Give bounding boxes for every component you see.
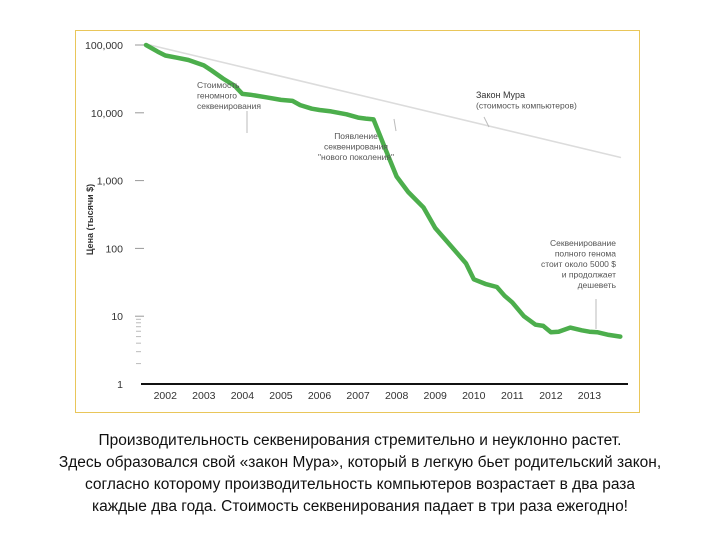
annotation-2-line-1: секвенирования	[324, 142, 388, 152]
caption-line-2: Здесь образовался свой «закон Мура», кот…	[58, 454, 662, 471]
caption-line-1: Производительность секвенирования стреми…	[98, 432, 622, 449]
annotation-0-line-1: геномного	[197, 91, 237, 101]
annotation-1-line-1: (стоимость компьютеров)	[476, 101, 577, 111]
y-tick-label-0: 100,000	[85, 40, 123, 52]
price-chart: Цена (тысячи $) 100,000 10,000 1,000 100 10 1 2…	[85, 40, 628, 402]
x-tick-label-2009: 2009	[424, 390, 448, 402]
annotation-0-line-0: Стоимость	[197, 80, 240, 90]
annotation-2-line-0: Появление	[334, 131, 378, 141]
annotation-2-line-2: "нового поколения"	[318, 152, 394, 162]
x-tick-label-2011: 2011	[501, 390, 524, 402]
moores-law-line	[149, 44, 622, 159]
y-tick-label-1: 10,000	[91, 108, 123, 120]
chart-frame: Цена (тысячи $) 100,000 10,000 1,000 100 10 1 2…	[75, 30, 640, 413]
x-tick-label-2013: 2013	[578, 390, 602, 402]
x-tick-label-2005: 2005	[269, 390, 293, 402]
caption-line-3: согласно которому производительность ком…	[84, 476, 635, 493]
y-tick-label-5: 1	[117, 379, 123, 391]
x-tick-label-2012: 2012	[539, 390, 563, 402]
x-tick-label-2006: 2006	[308, 390, 332, 402]
annotation-3-line-0: Секвенирование	[550, 238, 616, 248]
x-tick-label-2010: 2010	[462, 390, 486, 402]
annotation-3-line-1: полного генома	[555, 249, 616, 259]
x-tick-label-2002: 2002	[154, 390, 178, 402]
y-axis-label: Цена (тысячи $)	[85, 184, 95, 255]
annotation-3-line-3: и продолжает	[562, 270, 616, 280]
caption-line-4: каждые два года. Стоимость секвенировани…	[92, 498, 628, 515]
y-tick-label-4: 10	[111, 311, 123, 323]
annotation-1-line-0: Закон Мура	[476, 90, 525, 100]
annotation-1-leader	[483, 116, 490, 128]
y-tick-label-2: 1,000	[97, 176, 123, 188]
annotation-2-leader	[393, 118, 397, 132]
annotation-3-line-2: стоит около 5000 $	[541, 259, 616, 269]
y-tick-label-3: 100	[105, 243, 123, 255]
x-tick-label-2004: 2004	[231, 390, 255, 402]
x-tick-label-2008: 2008	[385, 390, 409, 402]
annotation-0-line-2: секвенирования	[197, 101, 261, 111]
annotation-3-line-4: дешеветь	[578, 280, 617, 290]
sequencing-cost-line	[143, 42, 623, 339]
x-tick-label-2003: 2003	[192, 390, 216, 402]
caption: Производительность секвенирования стреми…	[10, 430, 710, 518]
x-tick-label-2007: 2007	[346, 390, 370, 402]
